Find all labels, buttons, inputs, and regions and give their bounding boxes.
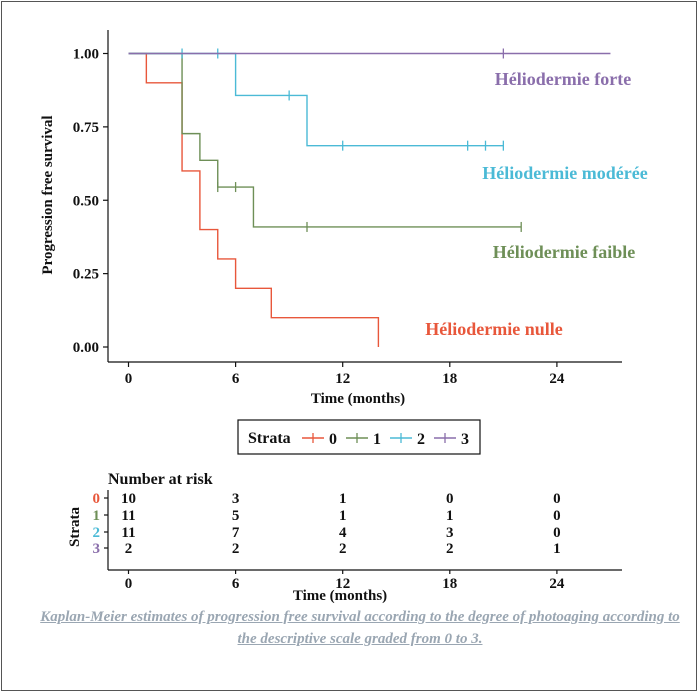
y-axis-label: Progression free survival [40,115,56,274]
risk-x-tick-label: 24 [549,576,565,592]
risk-x-tick-label: 12 [335,576,350,592]
y-tick-label: 1.00 [73,47,99,63]
x-tick-label: 18 [442,371,457,387]
y-tick-label: 0.50 [73,193,99,209]
km-curve-stratum-1 [128,52,522,228]
y-tick-label: 0.25 [73,267,99,283]
risk-count-cell: 4 [339,525,347,541]
risk-count-cell: 1 [339,491,347,507]
risk-count-cell: 0 [553,491,561,507]
main-plot-axes [107,30,622,363]
legend: Strata 0 1 2 3 [237,419,481,455]
risk-count-cell: 1 [339,508,347,524]
risk-count-cell: 1 [446,508,454,524]
risk-table-title: Number at risk [108,471,213,488]
legend-entry-label-2: 2 [417,431,425,448]
risk-table-body: 0 10 3 1 0 01 11 5 1 1 02 11 7 4 3 03 2 2 2 2 10 6 12 18 24 [93,490,622,592]
curve-label-stratum-3: Héliodermie forte [495,69,631,89]
risk-x-tick-label: 0 [125,576,133,592]
curve-label-stratum-2: Héliodermie modérée [482,163,647,183]
risk-x-tick-label: 18 [442,576,457,592]
risk-count-cell: 0 [446,491,454,507]
risk-count-cell: 3 [232,491,240,507]
risk-row-stratum-label: 1 [93,508,101,524]
y-tick-label: 0.75 [73,120,99,136]
curve-label-stratum-0: Héliodermie nulle [425,319,562,339]
risk-count-cell: 2 [232,541,240,557]
risk-table-ylabel: Strata [67,507,83,547]
main-plot-ticks: 0.00 0.25 0.50 0.75 1.00 0 6 12 18 24 [73,47,565,388]
risk-count-cell: 0 [553,525,561,541]
km-curve-stratum-0 [128,52,380,347]
figure-caption: Kaplan-Meier estimates of progression fr… [40,609,680,647]
risk-row-stratum-label: 0 [93,491,101,507]
x-axis-label: Time (months) [311,391,405,407]
risk-count-cell: 5 [232,508,240,524]
risk-count-cell: 11 [121,508,135,524]
curve-label-stratum-1: Héliodermie faible [493,242,635,262]
risk-table: Number at risk Strata Time (months) 0 10 3… [67,471,622,604]
x-tick-label: 6 [232,371,240,387]
risk-x-tick-label: 6 [232,576,240,592]
risk-count-cell: 3 [446,525,454,541]
risk-count-cell: 2 [446,541,454,557]
legend-entries: 0 1 2 3 [302,431,469,448]
risk-count-cell: 2 [339,541,347,557]
risk-count-cell: 11 [121,525,135,541]
risk-row-stratum-label: 3 [93,541,101,557]
risk-row-stratum-label: 2 [93,525,101,541]
y-tick-label: 0.00 [73,340,99,356]
risk-count-cell: 2 [125,541,133,557]
legend-title: Strata [248,430,291,447]
x-tick-label: 12 [335,371,350,387]
risk-count-cell: 7 [232,525,240,541]
risk-count-cell: 1 [553,541,561,557]
legend-entry-label-1: 1 [373,431,381,448]
legend-box [237,419,481,455]
main-plot-series [128,48,611,347]
risk-table-xlabel: Time (months) [293,588,387,604]
legend-entry-label-0: 0 [329,431,337,448]
risk-count-cell: 0 [553,508,561,524]
km-curve-stratum-2 [128,52,504,147]
km-chart: 0.000.250.500.751.000 6 12 18 24 Progression… [40,30,648,604]
risk-count-cell: 10 [121,491,136,507]
x-tick-label: 0 [125,371,133,387]
curve-labels: Héliodermie nulle Héliodermie faible Hélio… [425,69,647,339]
legend-entry-label-3: 3 [461,431,469,448]
x-tick-label: 24 [549,371,565,387]
